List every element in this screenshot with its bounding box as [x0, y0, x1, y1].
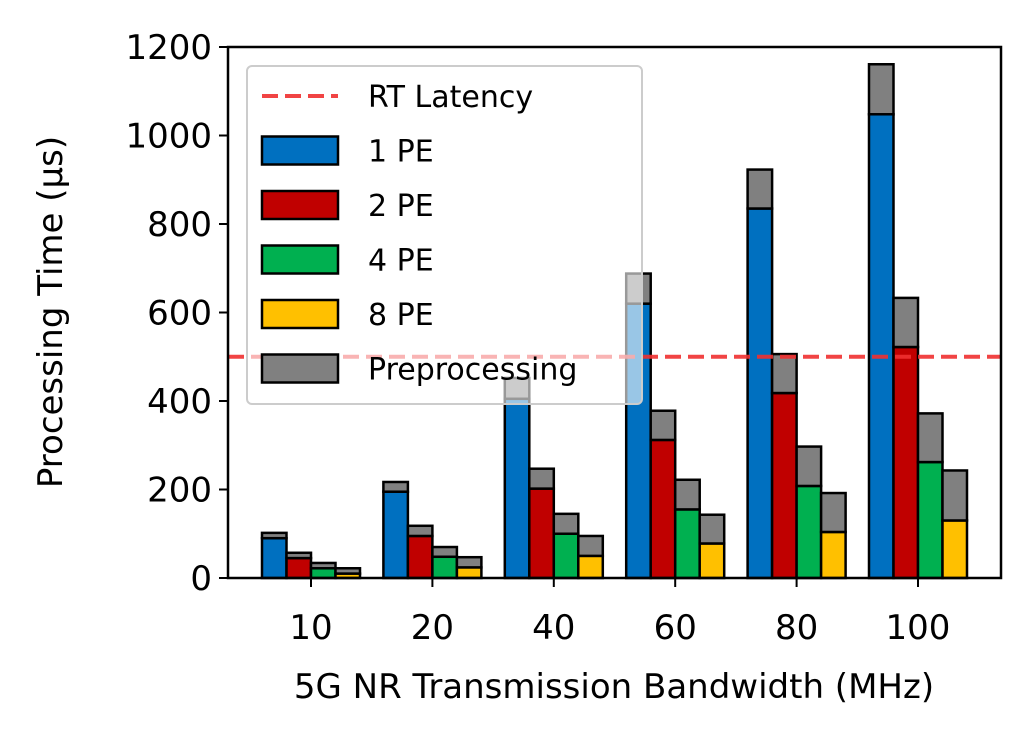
bar-preprocessing-1-pe-20mhz [382, 480, 410, 493]
y-tick-label-400: 400 [147, 382, 212, 422]
legend-swatch-4-pe [260, 244, 340, 275]
bar-4-pe-10mhz [309, 567, 337, 580]
bar-preprocessing-2-pe-10mhz [285, 551, 313, 560]
bar-8-pe-100mhz [941, 519, 969, 580]
legend-label-rt-latency: RT Latency [368, 80, 533, 115]
legend-label-2-pe: 2 PE [368, 189, 434, 224]
bar-preprocessing-4-pe-20mhz [431, 545, 459, 559]
bar-preprocessing-8-pe-100mhz [941, 469, 969, 522]
bar-4-pe-100mhz [916, 460, 944, 580]
y-tick-label-1000: 1000 [125, 117, 212, 157]
y-tick-label-1200: 1200 [125, 28, 212, 68]
bar-preprocessing-8-pe-80mhz [819, 491, 847, 534]
bar-1-pe-10mhz [260, 536, 288, 580]
bar-2-pe-80mhz [770, 391, 798, 580]
bar-preprocessing-4-pe-10mhz [309, 561, 337, 570]
x-axis: 10 20 40 60 80 100 [289, 578, 950, 648]
y-tick-label-600: 600 [147, 294, 212, 334]
bar-2-pe-100mhz [892, 345, 920, 580]
x-tick-label-10: 10 [289, 608, 332, 648]
bar-preprocessing-2-pe-60mhz [649, 409, 677, 442]
x-axis-title: 5G NR Transmission Bandwidth (MHz) [294, 667, 934, 707]
x-tick-label-60: 60 [654, 608, 697, 648]
bar-preprocessing-2-pe-40mhz [528, 467, 556, 490]
bar-2-pe-60mhz [649, 438, 677, 580]
y-tick-label-800: 800 [147, 205, 212, 245]
bar-preprocessing-8-pe-20mhz [455, 555, 483, 569]
bar-4-pe-20mhz [431, 555, 459, 580]
bar-4-pe-60mhz [673, 508, 701, 580]
bar-preprocessing-2-pe-80mhz [770, 352, 798, 395]
y-tick-label-200: 200 [147, 471, 212, 511]
bar-4-pe-40mhz [552, 532, 580, 580]
x-tick-label-20: 20 [411, 608, 454, 648]
bar-1-pe-40mhz [503, 397, 531, 580]
bar-1-pe-100mhz [867, 113, 895, 580]
legend-label-preprocessing: Preprocessing [368, 353, 577, 388]
legend-label-1-pe: 1 PE [368, 135, 434, 170]
x-tick-label-40: 40 [532, 608, 575, 648]
bar-preprocessing-1-pe-10mhz [260, 531, 288, 540]
bar-preprocessing-8-pe-60mhz [698, 513, 726, 545]
legend-label-8-pe: 8 PE [368, 298, 434, 333]
legend-swatch-2-pe [260, 189, 340, 221]
legend-swatch-1-pe [260, 135, 340, 166]
bar-preprocessing-4-pe-100mhz [916, 412, 944, 464]
x-tick-label-100: 100 [886, 608, 951, 648]
bar-8-pe-20mhz [455, 566, 483, 580]
bar-preprocessing-1-pe-80mhz [746, 168, 774, 210]
legend: RT Latency 1 PE 2 PE 4 PE 8 PE Preprocessing [246, 65, 643, 405]
bar-preprocessing-4-pe-40mhz [552, 512, 580, 536]
bar-4-pe-80mhz [795, 484, 823, 580]
bar-8-pe-60mhz [698, 542, 726, 580]
bar-preprocessing-8-pe-40mhz [577, 534, 605, 558]
bar-8-pe-40mhz [577, 554, 605, 580]
legend-swatch-8-pe [260, 298, 340, 330]
bar-preprocessing-4-pe-80mhz [795, 445, 823, 488]
legend-swatch-preprocessing [260, 353, 340, 384]
y-axis-title: Processing Time (μs) [31, 136, 71, 488]
bars-layer [260, 63, 969, 580]
bar-1-pe-80mhz [746, 207, 774, 580]
bar-8-pe-80mhz [819, 530, 847, 580]
bar-2-pe-40mhz [528, 487, 556, 580]
bar-2-pe-10mhz [285, 556, 313, 580]
y-axis: 0 200 400 600 800 1000 1200 [125, 28, 228, 599]
bar-1-pe-20mhz [382, 490, 410, 580]
bar-preprocessing-2-pe-100mhz [892, 296, 920, 349]
bar-preprocessing-8-pe-10mhz [334, 567, 362, 575]
bar-preprocessing-2-pe-20mhz [406, 524, 434, 538]
bar-preprocessing-4-pe-60mhz [673, 478, 701, 511]
y-tick-label-0: 0 [190, 559, 212, 599]
bar-2-pe-20mhz [406, 534, 434, 580]
bar-preprocessing-1-pe-100mhz [867, 63, 895, 116]
legend-label-4-pe: 4 PE [368, 244, 434, 279]
legend-box [246, 65, 643, 405]
x-tick-label-80: 80 [775, 608, 818, 648]
